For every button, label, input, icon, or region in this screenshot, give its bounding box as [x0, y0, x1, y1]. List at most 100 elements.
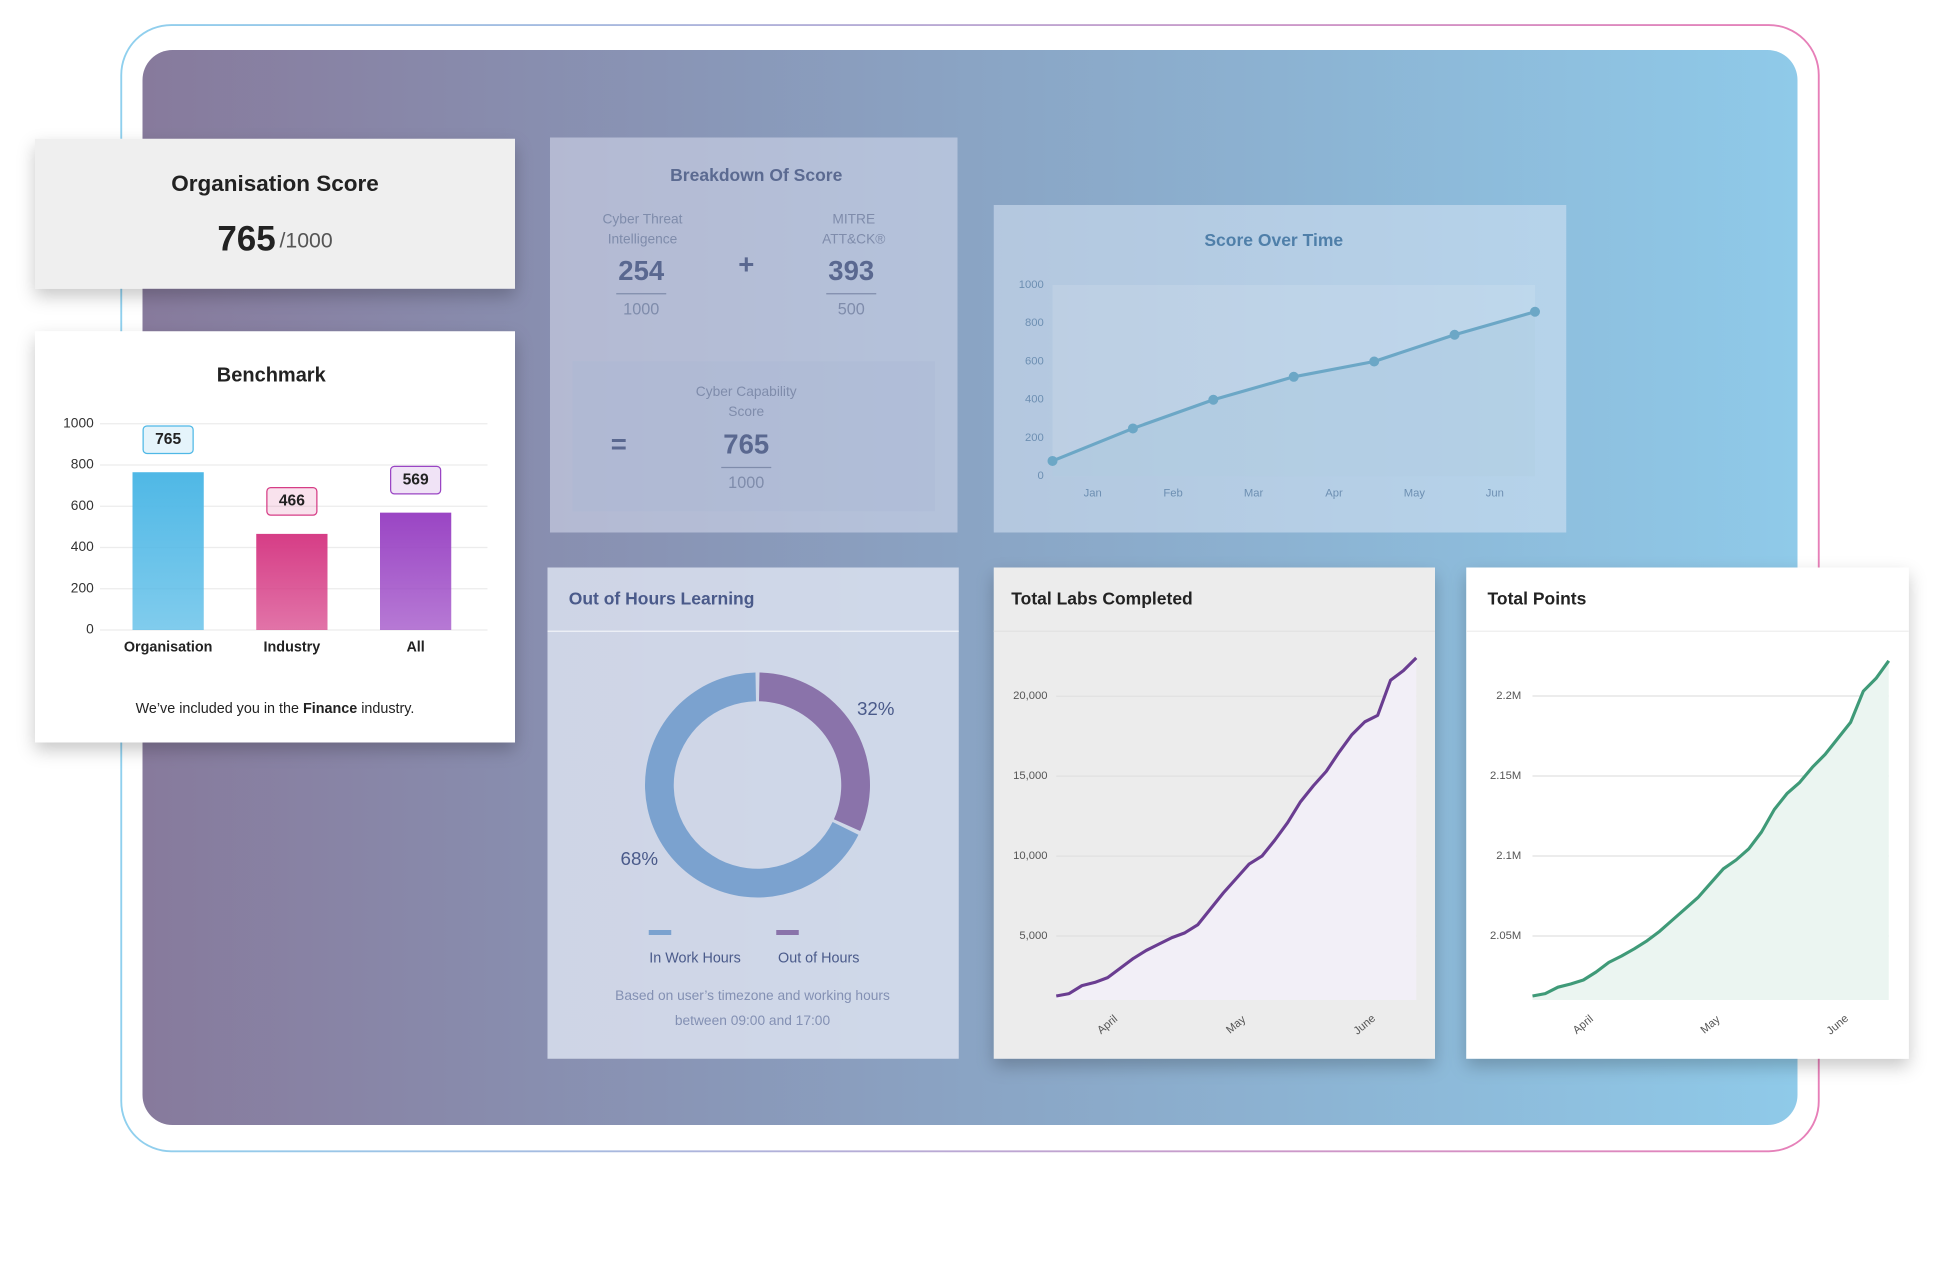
y-tick-label: 200	[71, 580, 94, 595]
point	[1449, 329, 1460, 340]
note-text: We’ve included you in the	[136, 701, 303, 717]
value-label-box	[266, 487, 318, 516]
x-tick-label: Industry	[264, 639, 321, 655]
total-box	[572, 361, 935, 512]
value-label: 32%	[857, 698, 895, 719]
total-label: Cyber Capability	[696, 384, 797, 399]
y-tick-label: 800	[71, 457, 94, 472]
donut-segment	[759, 672, 870, 832]
card-title: Breakdown Of Score	[670, 165, 842, 185]
point	[1369, 356, 1380, 367]
x-tick-label: May	[1404, 488, 1426, 500]
benchmark-card: Benchmark We’ve included you in the Fina…	[35, 331, 516, 743]
card	[35, 138, 516, 289]
part-label: ATT&CK®	[822, 232, 885, 247]
x-tick-label: Apr	[1325, 488, 1343, 500]
organisation-score-card: Organisation Score 765/1000	[35, 138, 516, 289]
out-of-hours-card: Out of Hours Learning Based on user’s ti…	[547, 567, 959, 1059]
point	[1530, 306, 1540, 317]
y-tick-label: 400	[71, 539, 94, 554]
x-tick-label: Jun	[1486, 488, 1504, 500]
part-label: Intelligence	[608, 232, 678, 247]
score-over-time-card: Score Over Time 0 200 400 600 800 1000 Jan Feb M…	[993, 205, 1567, 533]
total-max: 1000	[728, 474, 764, 492]
part-value: 254	[618, 255, 665, 286]
value-label: 765	[155, 431, 181, 448]
x-tick-label: Organisation	[124, 639, 213, 655]
y-tick-label: 200	[1025, 432, 1044, 444]
part-max: 1000	[623, 300, 659, 318]
bar	[256, 533, 328, 630]
part-value: 393	[828, 255, 874, 286]
card	[993, 205, 1567, 533]
card	[547, 567, 959, 1059]
x-tick-label: Jan	[1084, 488, 1102, 500]
y-tick-label: 10,000	[1013, 850, 1047, 862]
operator: +	[738, 249, 754, 280]
note-industry: Finance	[303, 701, 357, 717]
x-tick-label: All	[406, 639, 424, 655]
y-tick-label: 5,000	[1019, 930, 1047, 942]
y-tick-label: 800	[1025, 317, 1044, 329]
x-tick-label: Feb	[1163, 488, 1182, 500]
legend-swatch	[648, 930, 672, 935]
operator: =	[611, 429, 627, 460]
y-tick-label: 20,000	[1013, 690, 1047, 702]
y-tick-label: 600	[1025, 355, 1044, 367]
card-title: Benchmark	[217, 365, 327, 387]
x-tick-label: Mar	[1244, 488, 1264, 500]
bar	[380, 512, 452, 630]
point	[1047, 455, 1058, 466]
card-title: Organisation Score	[171, 171, 379, 196]
score-max: /1000	[279, 228, 332, 252]
breakdown-card: Breakdown Of Score Cyber Threat Intellig…	[550, 137, 958, 533]
y-tick-label: 2.15M	[1490, 770, 1521, 782]
area	[1056, 657, 1417, 1000]
value-label-box	[390, 465, 442, 495]
y-tick-label: 2.2M	[1496, 690, 1521, 702]
legend-label: Out of Hours	[778, 951, 859, 967]
line	[1055, 656, 1418, 998]
score: 765/1000	[217, 220, 332, 259]
card	[550, 137, 958, 533]
area	[1052, 311, 1535, 477]
point	[1127, 423, 1138, 434]
card-title: Score Over Time	[1204, 230, 1343, 250]
bar	[132, 472, 204, 630]
part-label: Cyber Threat	[603, 212, 683, 227]
line	[1532, 659, 1891, 998]
y-tick-label: 0	[1037, 470, 1043, 482]
value-label-box	[142, 425, 194, 455]
y-tick-label: 1000	[1019, 279, 1044, 291]
score-value: 765	[217, 220, 275, 259]
legend-swatch	[776, 930, 799, 935]
y-tick-label: 400	[1025, 394, 1044, 406]
y-tick-label: 0	[86, 622, 94, 637]
y-tick-label: 2.1M	[1496, 850, 1521, 862]
total-labs-card: Total Labs Completed 5,000 10,000 15,000 20…	[993, 567, 1436, 1059]
legend-label: In Work Hours	[649, 951, 741, 967]
point	[1208, 394, 1219, 405]
note-text: industry.	[357, 701, 414, 717]
value-label: 466	[279, 493, 305, 510]
y-tick-label: 600	[71, 498, 94, 513]
note: We’ve included you in the Finance indust…	[136, 701, 415, 717]
value-label: 68%	[621, 848, 659, 869]
total-label: Score	[728, 404, 764, 419]
part-max: 500	[838, 300, 865, 318]
y-tick-label: 1000	[63, 415, 94, 430]
note: Based on user’s timezone and working hou…	[615, 988, 890, 1003]
point	[1288, 371, 1299, 382]
note: between 09:00 and 17:00	[675, 1013, 831, 1028]
y-tick-label: 15,000	[1013, 770, 1047, 782]
card-title: Out of Hours Learning	[569, 589, 755, 609]
part-label: MITRE	[832, 212, 875, 227]
card-title: Total Labs Completed	[1011, 589, 1193, 609]
card-title: Total Points	[1488, 589, 1587, 609]
total-value: 765	[723, 429, 769, 460]
y-tick-label: 2.05M	[1490, 930, 1521, 942]
area	[1532, 660, 1889, 1000]
